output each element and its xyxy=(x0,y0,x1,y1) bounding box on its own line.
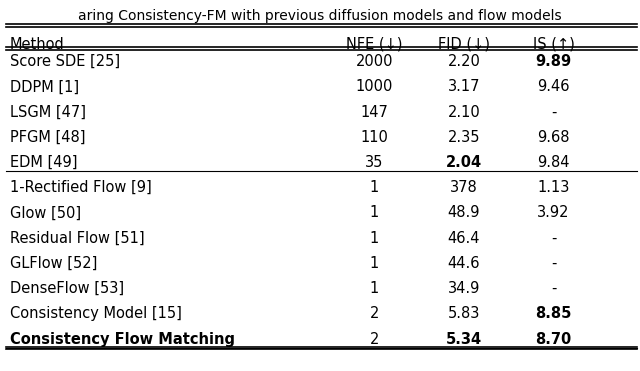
Text: 2.10: 2.10 xyxy=(447,105,481,119)
Text: 1: 1 xyxy=(370,256,379,271)
Text: 2.35: 2.35 xyxy=(448,130,480,145)
Text: Method: Method xyxy=(10,37,65,52)
Text: 9.89: 9.89 xyxy=(536,54,572,69)
Text: DDPM [1]: DDPM [1] xyxy=(10,79,79,94)
Text: 2.04: 2.04 xyxy=(446,155,482,170)
Text: 9.46: 9.46 xyxy=(538,79,570,94)
Text: 2: 2 xyxy=(370,332,379,347)
Text: 3.92: 3.92 xyxy=(538,206,570,220)
Text: 1: 1 xyxy=(370,231,379,246)
Text: 147: 147 xyxy=(360,105,388,119)
Text: -: - xyxy=(551,231,556,246)
Text: 9.68: 9.68 xyxy=(538,130,570,145)
Text: GLFlow [52]: GLFlow [52] xyxy=(10,256,97,271)
Text: 1: 1 xyxy=(370,206,379,220)
Text: 1.13: 1.13 xyxy=(538,180,570,195)
Text: 3.17: 3.17 xyxy=(448,79,480,94)
Text: 46.4: 46.4 xyxy=(448,231,480,246)
Text: Glow [50]: Glow [50] xyxy=(10,206,81,220)
Text: 8.70: 8.70 xyxy=(536,332,572,347)
Text: 5.34: 5.34 xyxy=(446,332,482,347)
Text: 110: 110 xyxy=(360,130,388,145)
Text: 1: 1 xyxy=(370,281,379,296)
Text: PFGM [48]: PFGM [48] xyxy=(10,130,85,145)
Text: 1: 1 xyxy=(370,180,379,195)
Text: LSGM [47]: LSGM [47] xyxy=(10,105,86,119)
Text: -: - xyxy=(551,105,556,119)
Text: 2000: 2000 xyxy=(356,54,393,69)
Text: Residual Flow [51]: Residual Flow [51] xyxy=(10,231,144,246)
Text: 9.84: 9.84 xyxy=(538,155,570,170)
Text: 2.20: 2.20 xyxy=(447,54,481,69)
Text: 1-Rectified Flow [9]: 1-Rectified Flow [9] xyxy=(10,180,151,195)
Text: -: - xyxy=(551,281,556,296)
Text: IS (↑): IS (↑) xyxy=(532,37,575,52)
Text: 44.6: 44.6 xyxy=(448,256,480,271)
Text: EDM [49]: EDM [49] xyxy=(10,155,77,170)
Text: 8.85: 8.85 xyxy=(536,306,572,321)
Text: Consistency Model [15]: Consistency Model [15] xyxy=(10,306,182,321)
Text: 48.9: 48.9 xyxy=(448,206,480,220)
Text: -: - xyxy=(551,256,556,271)
Text: NFE (↓): NFE (↓) xyxy=(346,37,403,52)
Text: FID (↓): FID (↓) xyxy=(438,37,490,52)
Text: 1000: 1000 xyxy=(356,79,393,94)
Text: Consistency Flow Matching: Consistency Flow Matching xyxy=(10,332,235,347)
Text: 5.83: 5.83 xyxy=(448,306,480,321)
Text: 2: 2 xyxy=(370,306,379,321)
Text: 35: 35 xyxy=(365,155,383,170)
Text: 378: 378 xyxy=(450,180,478,195)
Text: Score SDE [25]: Score SDE [25] xyxy=(10,54,120,69)
Text: DenseFlow [53]: DenseFlow [53] xyxy=(10,281,124,296)
Text: 34.9: 34.9 xyxy=(448,281,480,296)
Text: aring Consistency-FM with previous diffusion models and flow models: aring Consistency-FM with previous diffu… xyxy=(78,9,562,23)
